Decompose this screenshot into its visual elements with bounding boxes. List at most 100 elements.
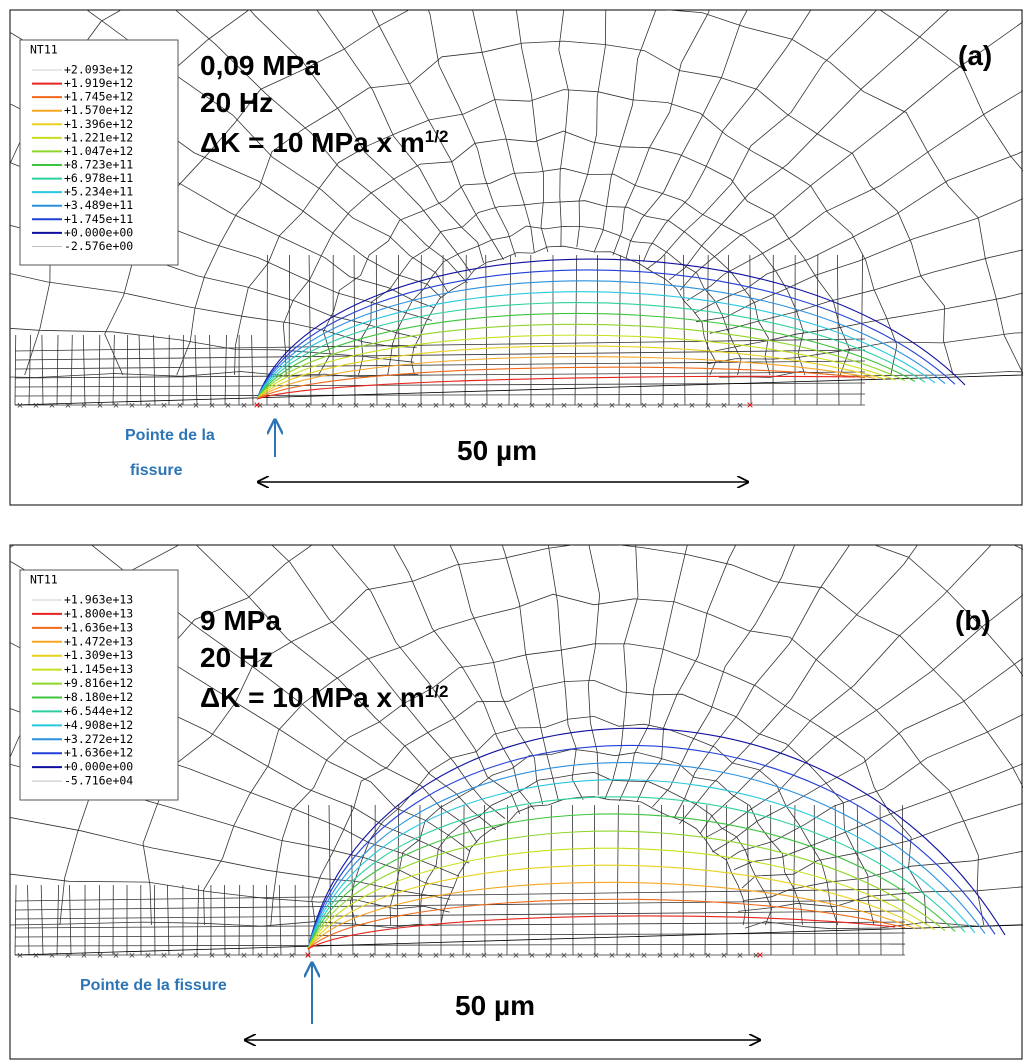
contour-line bbox=[307, 744, 996, 950]
delta-k-exponent: 1/2 bbox=[425, 682, 449, 701]
node-marker: × bbox=[561, 400, 567, 412]
node-marker: × bbox=[513, 400, 519, 412]
node-marker: × bbox=[305, 950, 311, 962]
legend-label: +1.221e+12 bbox=[64, 130, 133, 144]
node-marker: × bbox=[641, 400, 647, 412]
mesh-line bbox=[464, 254, 467, 406]
mesh-line bbox=[792, 804, 796, 956]
mesh-line bbox=[719, 371, 1023, 378]
mesh-line bbox=[153, 884, 156, 956]
node-marker: × bbox=[257, 400, 263, 412]
mesh-line bbox=[594, 804, 596, 956]
node-marker: × bbox=[705, 400, 711, 412]
legend-label: +3.272e+12 bbox=[64, 732, 133, 746]
mesh-line bbox=[270, 643, 927, 926]
mesh-line bbox=[56, 334, 59, 406]
mesh-line bbox=[330, 545, 521, 815]
frequency-label: 20 Hz bbox=[200, 87, 273, 118]
node-marker: × bbox=[689, 400, 695, 412]
panel: × × × × × × × × × × × × × × × × × × × × × × × × × × × × × × × × × × × × × × × ×… bbox=[9, 9, 1023, 506]
contour-line bbox=[256, 280, 946, 400]
node-marker: × bbox=[17, 400, 23, 412]
mesh-line bbox=[856, 804, 860, 956]
node-marker: × bbox=[113, 950, 119, 962]
mesh-line bbox=[737, 886, 1023, 912]
node-marker: × bbox=[561, 950, 567, 962]
node-marker: × bbox=[321, 950, 327, 962]
contour-line bbox=[307, 813, 956, 950]
mesh-line bbox=[704, 594, 1023, 839]
legend-label: +1.472e+13 bbox=[64, 634, 133, 648]
node-marker: × bbox=[641, 950, 647, 962]
mesh-line bbox=[10, 273, 417, 348]
mesh-line bbox=[625, 10, 748, 259]
mesh-line bbox=[176, 40, 954, 376]
node-marker: × bbox=[625, 950, 631, 962]
node-marker: × bbox=[433, 950, 439, 962]
node-marker: × bbox=[161, 400, 167, 412]
mesh-line bbox=[98, 334, 101, 406]
mesh-line bbox=[311, 679, 875, 926]
mesh-line bbox=[741, 803, 1023, 889]
mesh-line bbox=[14, 899, 906, 911]
mesh-line bbox=[747, 804, 750, 956]
mesh-line bbox=[316, 10, 484, 264]
mesh-line bbox=[371, 10, 504, 260]
mesh-line bbox=[234, 89, 898, 376]
mesh-line bbox=[28, 334, 31, 406]
delta-k-label: ΔK = 10 MPa x m1/2 bbox=[200, 127, 448, 158]
mesh-line bbox=[14, 371, 866, 379]
mesh-line bbox=[646, 10, 877, 270]
node-marker: × bbox=[401, 950, 407, 962]
node-marker: × bbox=[545, 400, 551, 412]
load-label: 0,09 MPa bbox=[200, 50, 320, 81]
node-marker: × bbox=[737, 950, 743, 962]
panel-label: (a) bbox=[958, 40, 992, 71]
node-marker: × bbox=[756, 948, 763, 962]
mesh-line bbox=[679, 21, 1023, 291]
mesh-line bbox=[396, 804, 400, 956]
mesh-line bbox=[86, 10, 449, 293]
node-marker: × bbox=[593, 400, 599, 412]
mesh-line bbox=[834, 804, 838, 956]
node-marker: × bbox=[145, 950, 151, 962]
contour-line bbox=[307, 762, 986, 950]
mesh-line bbox=[418, 804, 421, 956]
mesh-line bbox=[639, 254, 642, 406]
load-label: 9 MPa bbox=[200, 605, 281, 636]
panel-label: (b) bbox=[955, 605, 991, 636]
mesh-line bbox=[726, 804, 728, 956]
contour-line bbox=[307, 779, 976, 950]
mesh-line bbox=[70, 334, 73, 406]
mesh bbox=[10, 10, 1023, 406]
legend-label: +1.963e+13 bbox=[64, 593, 133, 607]
contour-line bbox=[256, 269, 956, 400]
mesh-line bbox=[419, 771, 773, 926]
mesh-line bbox=[203, 593, 985, 926]
node-marker: × bbox=[161, 950, 167, 962]
legend-title: NT11 bbox=[30, 43, 58, 57]
mesh-line bbox=[392, 545, 535, 810]
mesh-line bbox=[712, 657, 1023, 853]
node-marker: × bbox=[513, 950, 519, 962]
legend-label: +0.000e+00 bbox=[64, 760, 133, 774]
node-marker: × bbox=[81, 950, 87, 962]
mesh-line bbox=[14, 338, 866, 352]
mesh-line bbox=[636, 545, 737, 803]
node-marker: × bbox=[657, 950, 663, 962]
node-marker: × bbox=[253, 398, 260, 412]
mesh-line bbox=[604, 545, 639, 800]
mesh-line bbox=[506, 804, 509, 956]
legend-label: +1.636e+12 bbox=[64, 746, 133, 760]
mesh-line bbox=[328, 804, 332, 956]
mesh-line bbox=[138, 334, 142, 406]
crack-plane bbox=[14, 924, 1023, 956]
mesh-line bbox=[440, 796, 746, 926]
mesh-line bbox=[410, 245, 717, 376]
mesh-line bbox=[694, 150, 1023, 314]
contour-line bbox=[307, 796, 966, 950]
mesh-line bbox=[282, 130, 851, 376]
mesh-line bbox=[249, 10, 472, 273]
node-marker: × bbox=[273, 950, 279, 962]
contour-line bbox=[307, 898, 906, 950]
